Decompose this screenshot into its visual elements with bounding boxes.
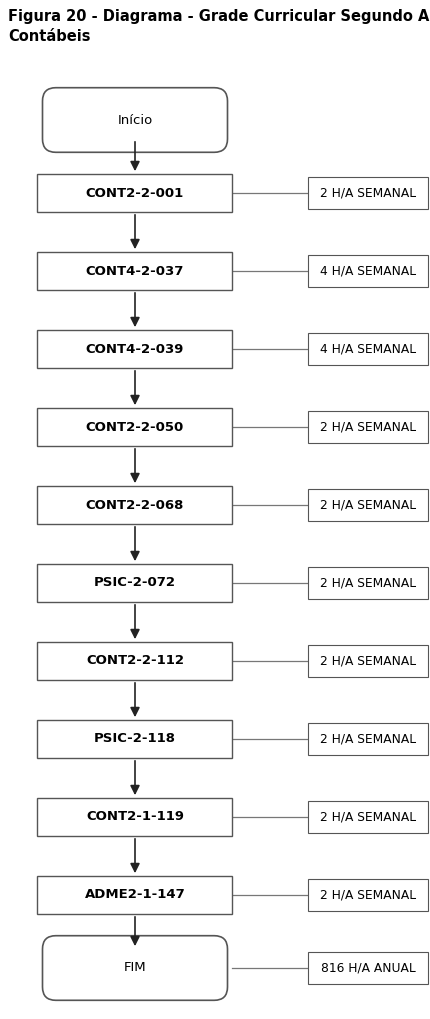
- FancyBboxPatch shape: [307, 411, 427, 443]
- FancyBboxPatch shape: [37, 252, 232, 290]
- Text: PSIC-2-118: PSIC-2-118: [94, 733, 175, 746]
- FancyBboxPatch shape: [43, 935, 227, 1001]
- Text: CONT4-2-039: CONT4-2-039: [86, 342, 184, 356]
- Text: FIM: FIM: [123, 962, 146, 974]
- FancyBboxPatch shape: [307, 801, 427, 833]
- Text: 2 H/A SEMANAL: 2 H/A SEMANAL: [319, 186, 415, 200]
- FancyBboxPatch shape: [307, 723, 427, 755]
- FancyBboxPatch shape: [37, 486, 232, 524]
- FancyBboxPatch shape: [307, 952, 427, 984]
- Text: PSIC-2-072: PSIC-2-072: [94, 577, 175, 590]
- Text: Início: Início: [117, 113, 152, 126]
- FancyBboxPatch shape: [37, 408, 232, 446]
- Text: 2 H/A SEMANAL: 2 H/A SEMANAL: [319, 810, 415, 823]
- Text: 2 H/A SEMANAL: 2 H/A SEMANAL: [319, 577, 415, 590]
- Text: CONT2-2-112: CONT2-2-112: [86, 654, 184, 667]
- FancyBboxPatch shape: [307, 489, 427, 521]
- Text: 2 H/A SEMANAL: 2 H/A SEMANAL: [319, 733, 415, 746]
- FancyBboxPatch shape: [37, 330, 232, 368]
- FancyBboxPatch shape: [43, 88, 227, 152]
- FancyBboxPatch shape: [307, 177, 427, 209]
- Text: 816 H/A ANUAL: 816 H/A ANUAL: [320, 962, 415, 974]
- Text: 2 H/A SEMANAL: 2 H/A SEMANAL: [319, 498, 415, 512]
- Text: 2 H/A SEMANAL: 2 H/A SEMANAL: [319, 889, 415, 902]
- FancyBboxPatch shape: [37, 174, 232, 212]
- FancyBboxPatch shape: [307, 879, 427, 911]
- FancyBboxPatch shape: [307, 333, 427, 365]
- Text: 2 H/A SEMANAL: 2 H/A SEMANAL: [319, 654, 415, 667]
- Text: CONT2-2-050: CONT2-2-050: [86, 421, 184, 433]
- Text: CONT2-2-068: CONT2-2-068: [86, 498, 184, 512]
- Text: CONT4-2-037: CONT4-2-037: [86, 265, 184, 277]
- Text: ADME2-1-147: ADME2-1-147: [84, 889, 185, 902]
- FancyBboxPatch shape: [37, 798, 232, 836]
- Text: 4 H/A SEMANAL: 4 H/A SEMANAL: [319, 342, 415, 356]
- Text: CONT2-2-001: CONT2-2-001: [86, 186, 184, 200]
- Text: 4 H/A SEMANAL: 4 H/A SEMANAL: [319, 265, 415, 277]
- Text: 2 H/A SEMANAL: 2 H/A SEMANAL: [319, 421, 415, 433]
- FancyBboxPatch shape: [37, 642, 232, 680]
- FancyBboxPatch shape: [37, 876, 232, 914]
- FancyBboxPatch shape: [307, 645, 427, 677]
- FancyBboxPatch shape: [37, 564, 232, 602]
- Text: Figura 20 - Diagrama - Grade Curricular Segundo Ano - Curso Ciências
Contábeis: Figura 20 - Diagrama - Grade Curricular …: [8, 8, 430, 44]
- FancyBboxPatch shape: [37, 720, 232, 758]
- Text: CONT2-1-119: CONT2-1-119: [86, 810, 184, 823]
- FancyBboxPatch shape: [307, 567, 427, 599]
- FancyBboxPatch shape: [307, 255, 427, 287]
